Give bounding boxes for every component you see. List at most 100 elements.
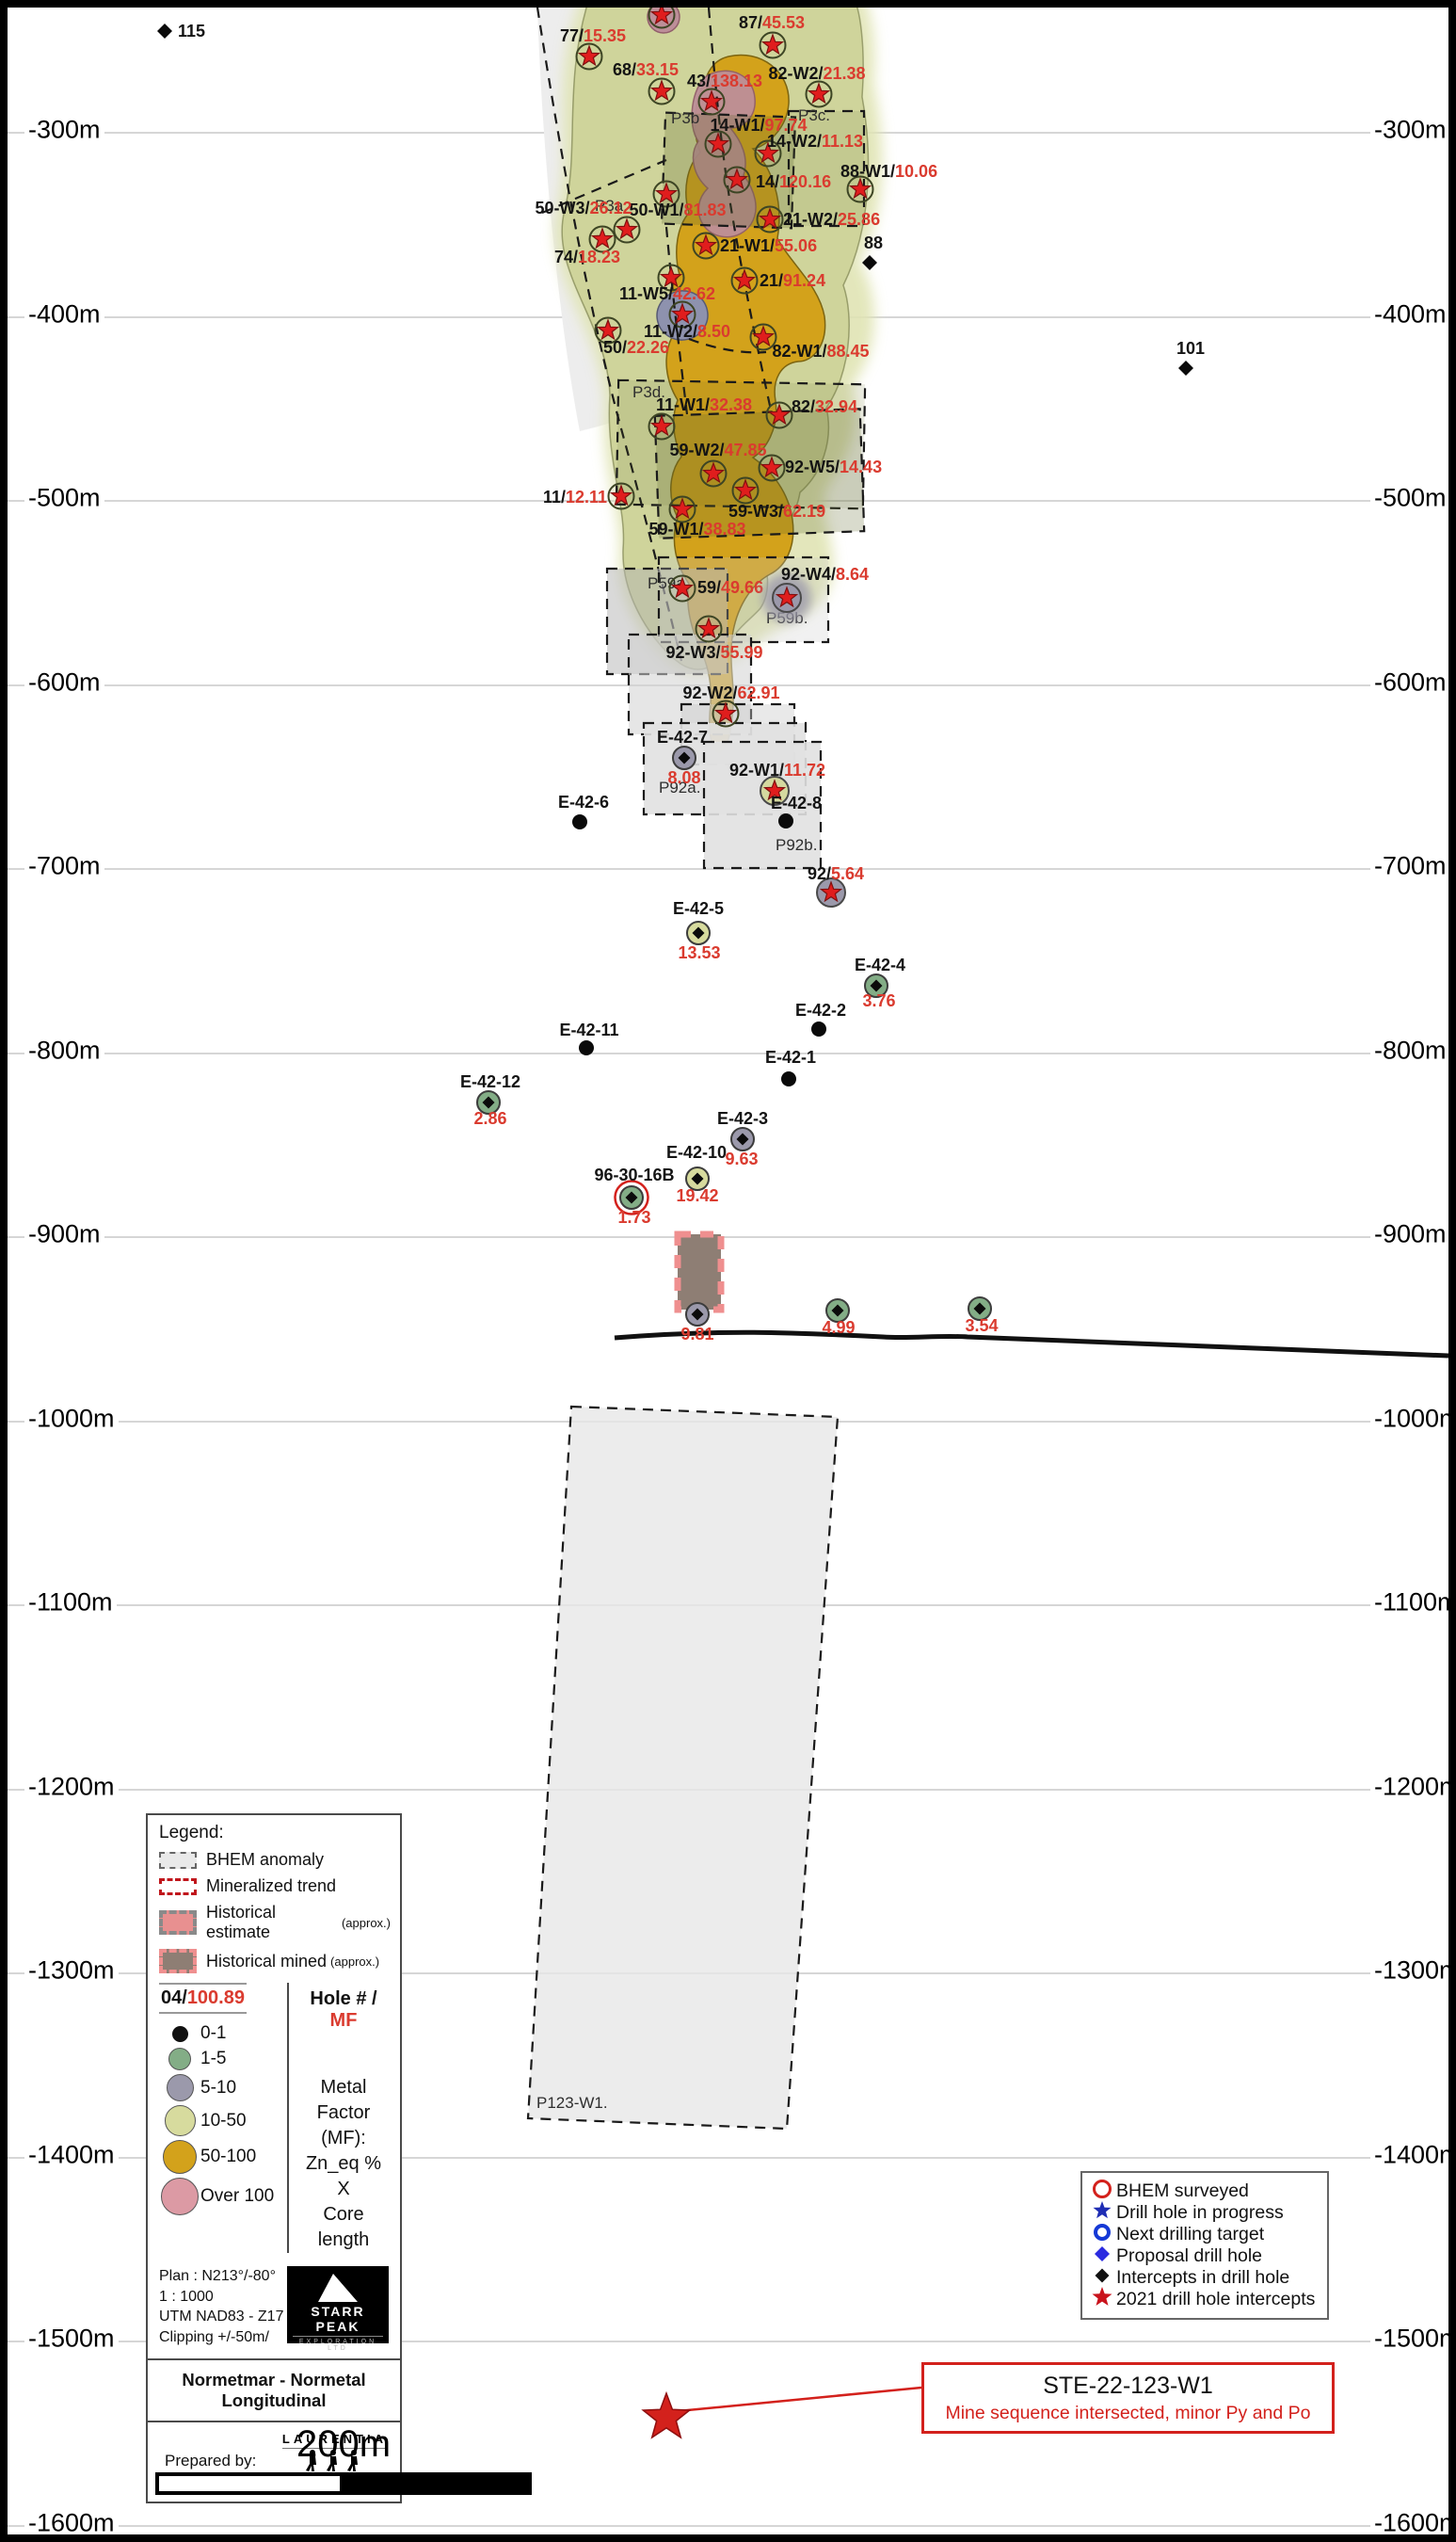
hole-label: 21-W2/25.86 — [783, 210, 880, 229]
hole-label: E-42-10 — [666, 1143, 727, 1162]
hole-mf-value: 2.86 — [473, 1109, 506, 1128]
depth-label-r--1400m: -1400m — [1370, 2140, 1448, 2170]
drill-hole-callout: STE-22-123-W1 Mine sequence intersected,… — [921, 2362, 1335, 2434]
anomaly-label-P3a.: P3a. — [595, 197, 628, 215]
hole-mf-value: 1.73 — [617, 1208, 650, 1227]
red-star-icon — [654, 182, 679, 204]
mf-circle — [171, 2025, 188, 2042]
red-star-icon — [807, 82, 831, 105]
scale-bar-black — [344, 2472, 532, 2495]
marker-circle — [652, 180, 680, 208]
hole-label: 92-W3/55.99 — [665, 643, 762, 662]
black-diamond-icon — [973, 1302, 986, 1315]
hole-11-W2: 11-W2/8.50 — [644, 300, 730, 341]
hole-E-42-5: E-42-5 13.53 — [673, 899, 724, 962]
red-star-icon — [713, 701, 738, 724]
depth-label-r--300m: -300m — [1370, 115, 1448, 145]
red-star-icon — [848, 177, 872, 200]
hole-E-42-8: E-42-8 — [771, 794, 822, 829]
depth-label-l--1200m: -1200m — [24, 1772, 119, 1802]
depth-label-r--1200m: -1200m — [1370, 1772, 1448, 1802]
marker-circle — [697, 88, 726, 116]
marker-circle — [758, 454, 786, 482]
depth-label-r--600m: -600m — [1370, 668, 1448, 698]
depth-label-r--1600m: -1600m — [1370, 2508, 1448, 2534]
symbol-legend-red-star: 2021 drill hole intercepts — [1092, 2287, 1318, 2310]
depth-label-l--700m: -700m — [24, 851, 104, 881]
depth-label-l--1400m: -1400m — [24, 2140, 119, 2170]
red-star-icon — [762, 779, 787, 801]
hole-92-W2: 92-W2/62.91 — [682, 684, 780, 728]
symbol-legend-red-open-circle: BHEM surveyed — [1092, 2180, 1318, 2202]
depth-label-l--800m: -800m — [24, 1036, 104, 1066]
hole-E-42-2: E-42-2 — [795, 1001, 846, 1037]
hole-label: 92-W4/8.64 — [781, 565, 869, 584]
depth-label-r--500m: -500m — [1370, 483, 1448, 513]
callout-title: STE-22-123-W1 — [1043, 2373, 1213, 2399]
symbol-legend-blue-star: Drill hole in progress — [1092, 2201, 1318, 2224]
hole-96-30-16B: 96-30-16B 1.73 — [594, 1166, 674, 1227]
anomaly-label-P3d.: P3d. — [632, 383, 665, 401]
red-star-icon — [670, 302, 695, 325]
marker-circle — [648, 77, 676, 105]
hole-label: 11-W5/42.62 — [619, 284, 715, 303]
hole-label: E-42-7 — [657, 728, 708, 747]
marker-circle — [846, 175, 874, 203]
symbol-legend-blue-diamond: Proposal drill hole — [1092, 2245, 1318, 2267]
marker-circle — [731, 476, 760, 505]
hole-star — [648, 8, 676, 29]
red-star-icon — [615, 217, 639, 240]
hole-mf-value: 9.63 — [725, 1150, 758, 1168]
hole-label: 92-W1/11.72 — [729, 761, 825, 780]
hole-label: 88 — [864, 233, 883, 252]
hole-92-W5: 92-W5/14.43 — [758, 454, 882, 482]
marker-circle — [730, 266, 759, 295]
marker-circle — [648, 412, 676, 441]
marker-circle — [575, 42, 603, 71]
marker-circle — [657, 264, 685, 292]
hole-21-W2: 21-W2/25.86 — [756, 205, 880, 233]
black-diamond-icon — [678, 751, 691, 764]
depth-label-r--900m: -900m — [1370, 1219, 1448, 1249]
hole-label: 77/15.35 — [560, 26, 626, 45]
hole-mf-value: 4.99 — [822, 1318, 855, 1337]
black-diamond-icon — [482, 1096, 495, 1109]
red-star-icon — [758, 207, 782, 230]
legend-plan-meta: Plan : N213°/-80° 1 : 1000 UTM NAD83 - Z17… — [159, 2266, 287, 2347]
red-star-icon — [649, 8, 674, 25]
anomaly-label-P123-W1.: P123-W1. — [536, 2094, 608, 2112]
red-star-icon — [699, 89, 724, 112]
red-star-icon — [756, 141, 780, 164]
hole-82: 82/32.94 — [765, 397, 857, 429]
section-title: Normetmar - Normetal Longitudinal — [148, 2358, 400, 2423]
scale-label: 200m — [296, 2423, 392, 2465]
marker-circle — [588, 225, 616, 253]
hole-11-W1: 11-W1/32.38 — [648, 395, 752, 441]
hole-82-W1: 82-W1/88.45 — [749, 323, 870, 361]
hole-label: 92/5.64 — [808, 864, 864, 883]
hole-label: 21-W1/55.06 — [720, 236, 817, 255]
hole-label: E-42-12 — [460, 1072, 520, 1091]
marker-circle — [765, 401, 793, 429]
hole-59: 59/49.66 — [668, 574, 763, 603]
hole-label: 92-W2/62.91 — [682, 684, 779, 702]
hole-mf-value: 9.81 — [680, 1325, 713, 1343]
depth-label-l--1600m: -1600m — [24, 2508, 119, 2534]
hole-14-W2: 14-W2/11.13 — [754, 132, 863, 168]
diamond-icon — [157, 24, 172, 39]
red-star-icon — [696, 617, 721, 639]
red-star-icon — [732, 268, 757, 291]
big-red-star-icon — [641, 2390, 692, 2439]
red-star-icon — [725, 168, 749, 190]
blue-diamond-icon — [1092, 2243, 1116, 2270]
red-open-circle-icon — [1092, 2178, 1116, 2205]
hole-E-42-11: E-42-11 — [559, 1021, 619, 1055]
hole-14: 14/120.16 — [723, 166, 831, 194]
marker-circle — [704, 130, 732, 158]
depth-label-r--400m: -400m — [1370, 299, 1448, 330]
black-diamond-icon — [870, 979, 883, 992]
hole-82-W2: 82-W2/21.38 — [768, 64, 866, 108]
red-star-icon — [701, 461, 726, 484]
legend-item-bhem: BHEM anomaly — [159, 1850, 391, 1870]
hole-label: 59-W2/47.85 — [669, 441, 766, 459]
